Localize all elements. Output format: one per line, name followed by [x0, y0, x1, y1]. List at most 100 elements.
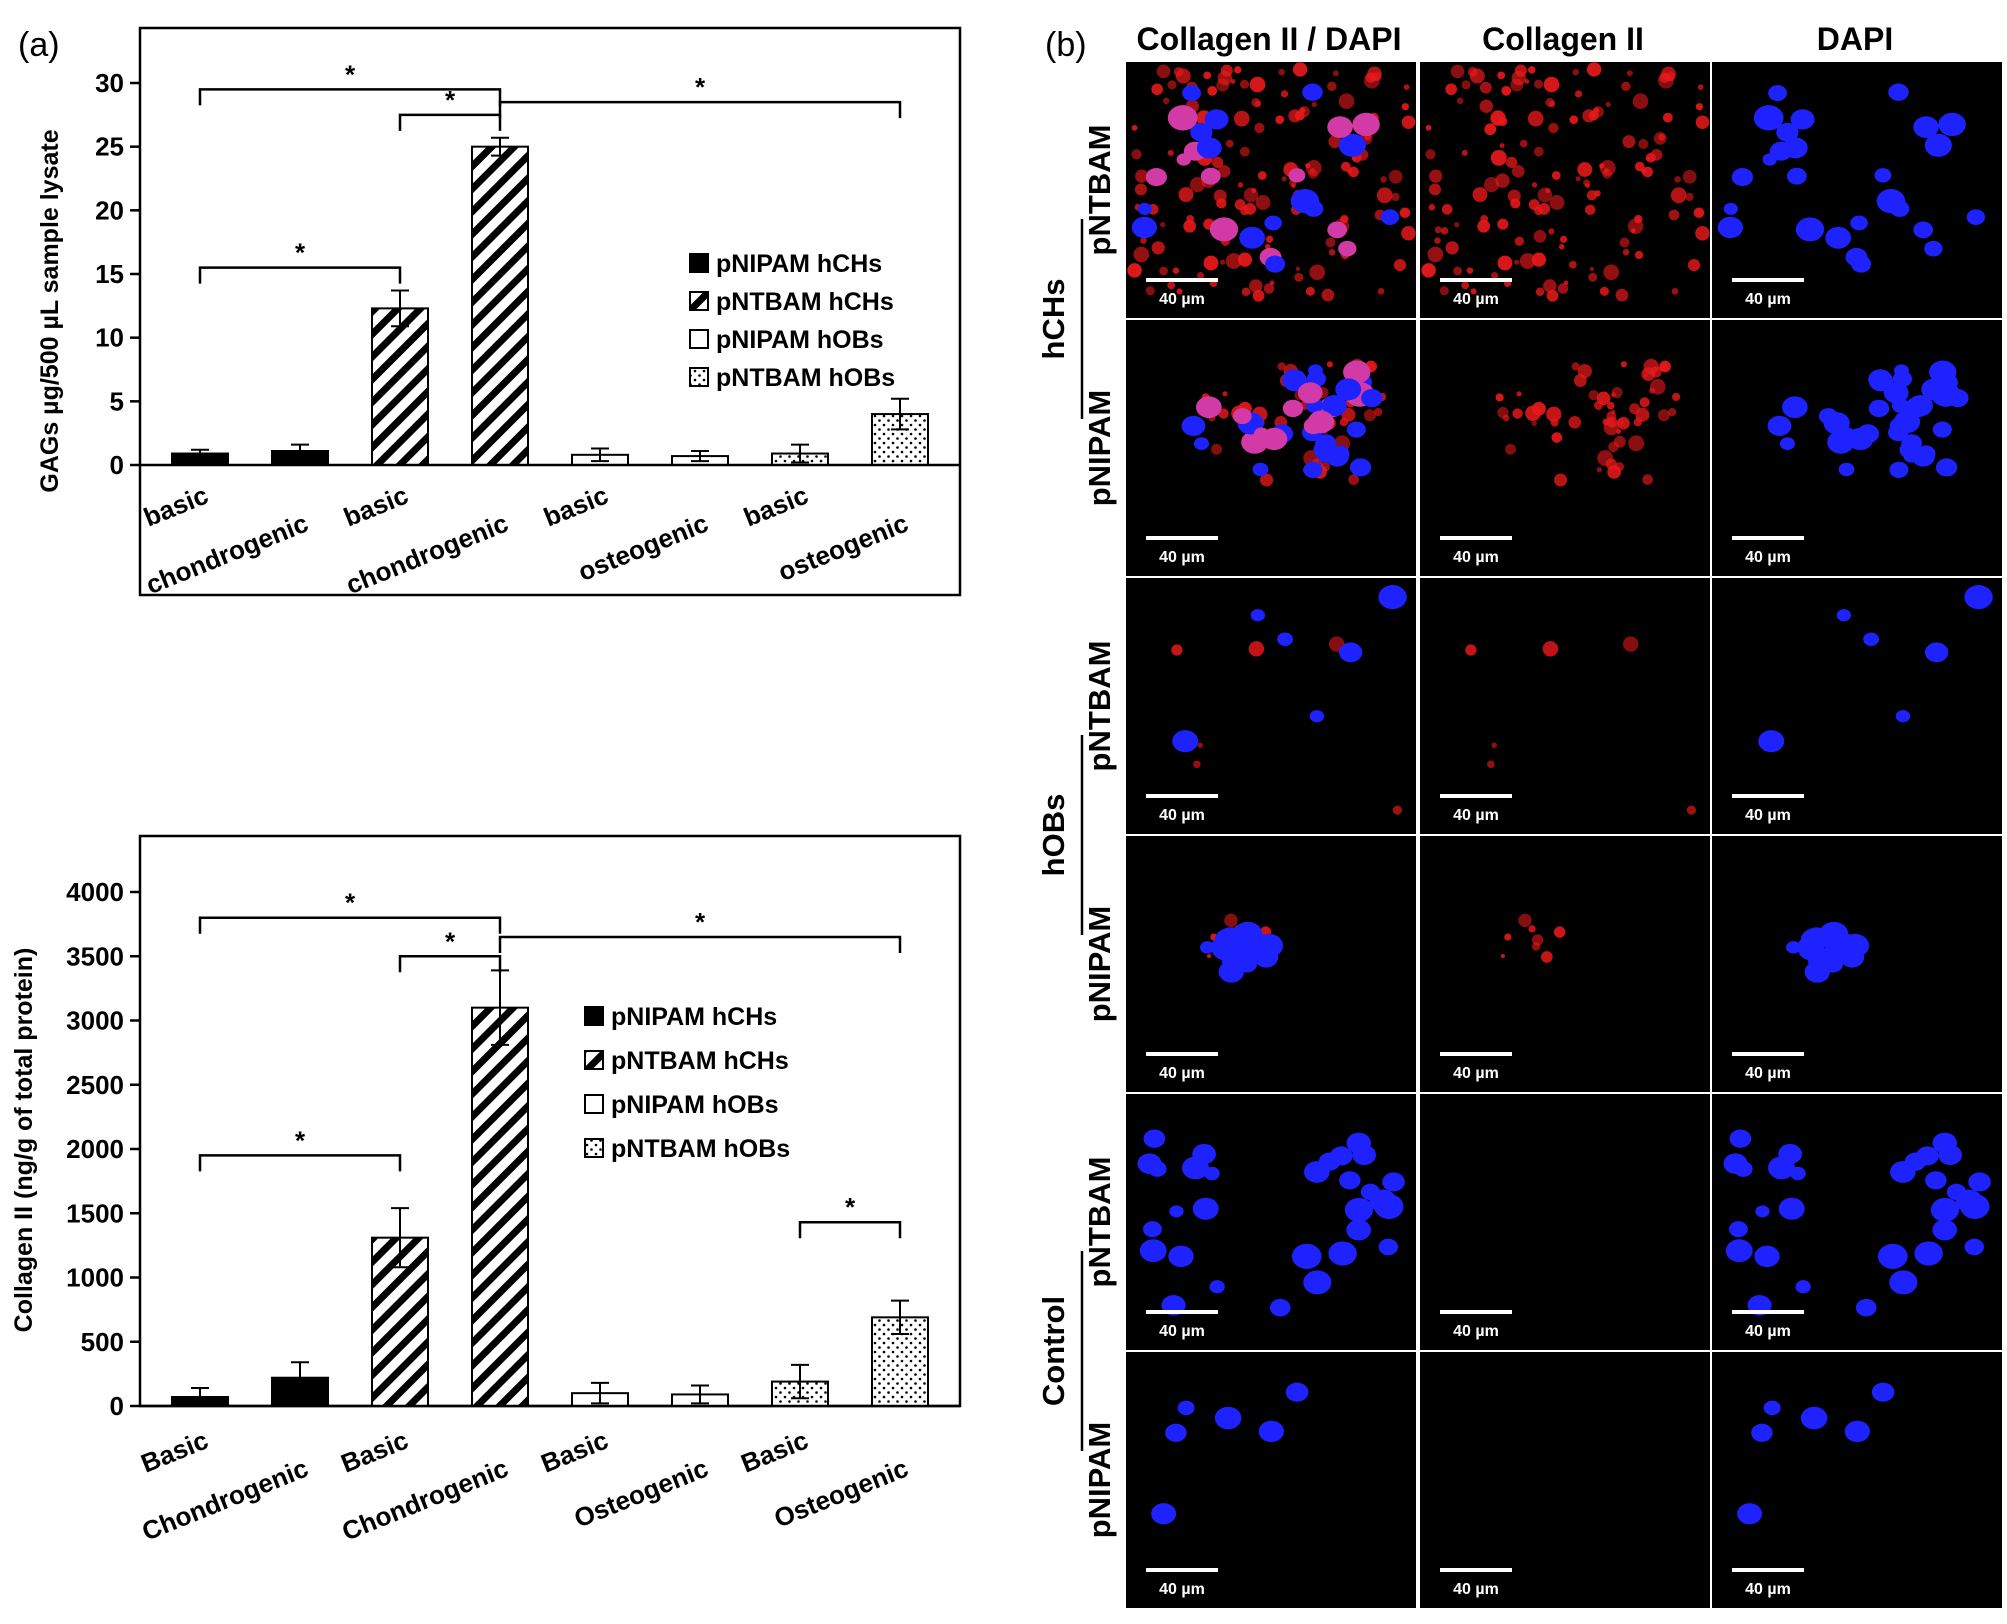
collagen-signal — [1599, 286, 1609, 296]
dapi-nucleus — [1204, 109, 1229, 130]
collagen-signal — [1594, 190, 1601, 197]
collagen-signal — [1528, 199, 1540, 211]
collagen-signal — [1328, 135, 1342, 149]
collagen-signal — [1634, 250, 1644, 260]
collagen-signal — [1255, 195, 1271, 210]
y-tick-label: 0 — [110, 1391, 124, 1421]
dapi-nucleus — [1335, 378, 1362, 401]
collagen-signal — [1672, 392, 1681, 402]
collagen-signal — [1659, 72, 1670, 83]
dapi-nucleus — [1264, 215, 1282, 231]
collagen-signal — [1388, 169, 1403, 184]
significance-star: * — [345, 59, 356, 89]
dapi-nucleus — [1237, 955, 1252, 969]
legend-label: pNTBAM hOBs — [611, 1135, 790, 1163]
collagen-signal — [1421, 263, 1436, 278]
scale-bar-label: 40 µm — [1453, 1581, 1499, 1598]
gags-x-ticks: basicchondrogenicbasicchondrogenicbasico… — [139, 480, 912, 600]
row-label: pNIPAM — [1082, 906, 1117, 1023]
scale-bar-label: 40 µm — [1745, 1065, 1791, 1082]
dapi-nucleus — [1196, 396, 1222, 419]
collagen-signal — [1559, 235, 1568, 243]
collagen-signal — [1577, 363, 1592, 379]
collagen-signal — [1321, 288, 1335, 302]
collagen-signal — [1502, 414, 1510, 422]
collagen-signal — [1621, 81, 1631, 91]
collagen-signal — [1445, 83, 1457, 96]
collagen-signal — [1428, 183, 1441, 196]
dapi-nucleus — [1779, 437, 1795, 451]
dapi-nucleus — [1925, 1171, 1947, 1190]
x-tick-label: osteogenic — [774, 508, 912, 587]
collagen-signal — [1671, 287, 1679, 295]
x-tick-label: basic — [339, 480, 412, 533]
collagen-signal — [1546, 289, 1559, 302]
group-label: hOBs — [1036, 794, 1071, 877]
dapi-nucleus — [1147, 1161, 1167, 1177]
legend-label: pNIPAM hOBs — [716, 326, 884, 354]
dapi-nucleus — [1767, 415, 1792, 436]
collagen-signal — [1542, 641, 1559, 657]
collagen-signal — [1574, 90, 1583, 98]
legend-label: pNIPAM hCHs — [611, 1003, 777, 1031]
legend-swatch — [689, 329, 709, 349]
collagen-signal — [1514, 236, 1525, 246]
row-label: pNIPAM — [1082, 390, 1117, 507]
significance-star: * — [445, 926, 456, 956]
tile-background — [1126, 578, 1416, 834]
microscopy-tile: 40 µm — [1126, 1352, 1416, 1608]
collagen-signal — [1495, 393, 1504, 402]
collagen-signal — [1176, 288, 1183, 295]
dapi-nucleus — [1823, 955, 1838, 969]
microscopy-panel: Collagen II / DAPI Collagen II DAPI 40 µm 4… — [1036, 21, 2002, 1608]
collagen-signal — [1326, 361, 1333, 368]
collagen-signal — [1635, 407, 1650, 422]
microscopy-tile: 40 µm — [1420, 320, 1710, 576]
collagen-signal — [1695, 115, 1710, 130]
collagen-signal — [1292, 62, 1308, 77]
significance-star: * — [695, 72, 706, 102]
gags-y-axis-label: GAGs µg/500 µL sample lysate — [36, 129, 64, 492]
collagen-signal — [1534, 79, 1544, 89]
y-tick-label: 1000 — [66, 1263, 124, 1293]
collagen-signal — [1470, 288, 1477, 295]
collagen-signal — [1571, 362, 1580, 371]
microscopy-tile: 40 µm — [1420, 62, 1710, 318]
microscopy-tile: 40 µm — [1712, 320, 2002, 576]
collagen-signal — [1484, 123, 1497, 136]
collagen-signal — [1584, 204, 1596, 216]
dapi-nucleus — [1868, 399, 1890, 418]
collagen-signal — [1244, 202, 1257, 215]
dapi-nucleus — [1165, 1423, 1187, 1442]
dapi-nucleus — [1321, 394, 1347, 417]
y-tick-label: 30 — [95, 68, 124, 98]
collagen-signal — [1240, 79, 1250, 89]
collagen-signal — [1499, 143, 1505, 149]
collagen-signal — [1220, 259, 1226, 265]
collagen-signal — [1439, 286, 1449, 296]
y-tick-label: 3000 — [66, 1006, 124, 1036]
collagen-x-ticks: BasicChondrogenicBasicChondrogenicBasicO… — [137, 1425, 913, 1547]
dapi-nucleus — [1344, 1197, 1374, 1222]
collagen-signal — [1453, 266, 1462, 276]
collagen-signal — [1197, 272, 1205, 280]
collagen-signal — [1575, 176, 1581, 182]
collagen-signal — [1531, 420, 1538, 427]
scale-bar-label: 40 µm — [1745, 1581, 1791, 1598]
collagen-signal — [1553, 926, 1566, 938]
collagen-signal — [1568, 415, 1582, 429]
collagen-signal — [1643, 373, 1648, 378]
collagen-signal — [1167, 80, 1177, 90]
significance-star: * — [445, 85, 456, 115]
collagen-signal — [1687, 259, 1701, 272]
collagen-signal — [1551, 432, 1563, 443]
y-tick-label: 10 — [95, 323, 124, 353]
dapi-nucleus — [1966, 209, 1986, 225]
dapi-nucleus — [1889, 1270, 1918, 1295]
row-label: pNIPAM — [1082, 1422, 1117, 1539]
collagen-signal — [1401, 226, 1416, 241]
dapi-nucleus — [1753, 105, 1784, 131]
dapi-nucleus — [1307, 410, 1335, 434]
collagen-signal — [1695, 226, 1710, 241]
collagen-signal — [1230, 79, 1236, 84]
